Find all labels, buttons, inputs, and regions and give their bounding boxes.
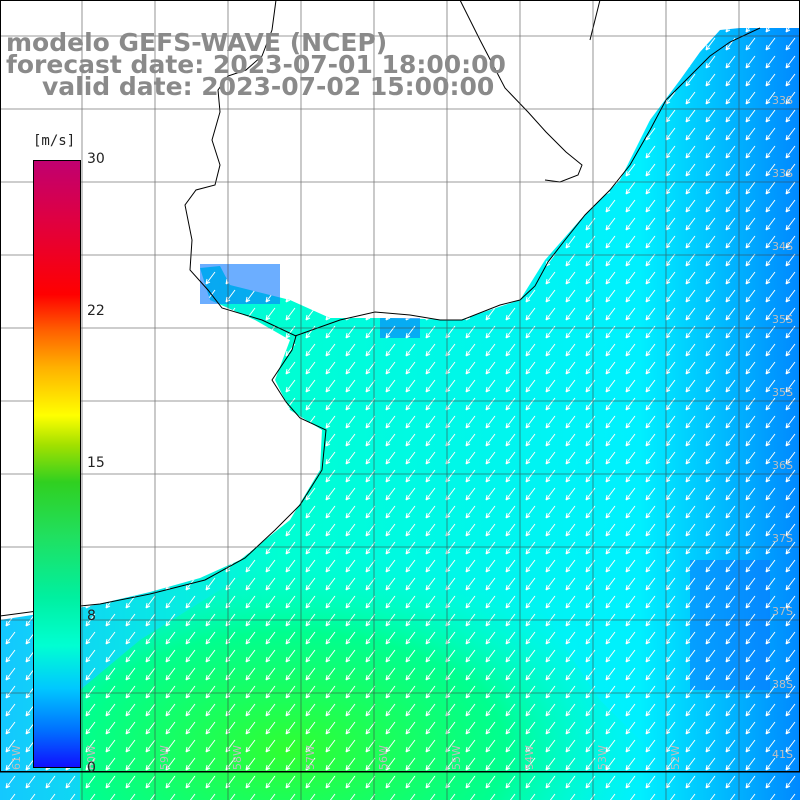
lon-label: 58W [231,745,244,770]
lat-label: 33S [772,167,793,180]
lon-label: 59W [158,745,171,770]
lon-label: 57W [304,745,317,770]
lon-labels: 61W 60W 59W 58W 57W 56W 55W 54W 53W 52W [10,745,682,770]
lon-label: 54W [523,745,536,770]
lat-label: 41S [772,748,793,761]
colorbar-tick: 8 [87,608,96,624]
colorbar [33,160,81,768]
lon-label: 53W [596,745,609,770]
lon-label: 60W [85,745,98,770]
model-title: modelo GEFS-WAVE (NCEP) [6,28,388,57]
lat-label: 38S [772,678,793,691]
lat-label: 36S [772,459,793,472]
lat-label: 37S [772,605,793,618]
colorbar-tick: 22 [87,303,105,319]
colorbar-tick: 0 [87,760,96,776]
lon-label: 61W [10,745,23,770]
forecast-date: forecast date: 2023-07-01 18:00:00 [6,50,506,79]
lat-label: 37S [772,532,793,545]
lon-label: 56W [377,745,390,770]
coastline [0,0,761,617]
lat-label: 35S [772,313,793,326]
lat-labels: 33S 33S 34S 35S 35S 36S 37S 37S 38S 41S [772,94,793,761]
lon-label: 52W [669,745,682,770]
colorbar-unit: [m/s] [33,133,76,149]
lat-label: 34S [772,240,793,253]
valid-date: valid date: 2023-07-02 15:00:00 [42,72,495,101]
lat-label: 35S [772,386,793,399]
wind-field [0,28,800,800]
lat-label: 33S [772,94,793,107]
colorbar-tick: 15 [87,455,105,471]
lon-label: 55W [450,745,463,770]
colorbar-tick: 30 [87,151,105,167]
